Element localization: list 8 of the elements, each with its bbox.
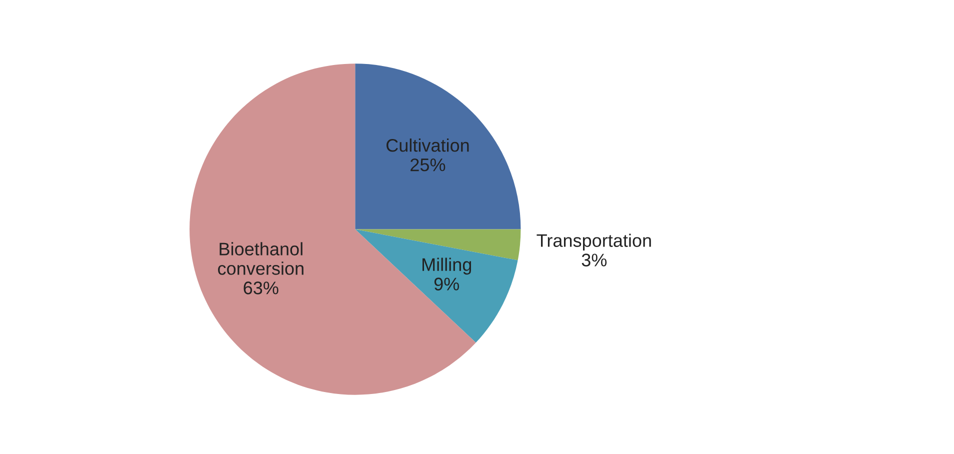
slice-label: Bioethanol conversion [218,242,304,275]
slice-label: Cultivation [386,138,469,152]
data-label: 63% [244,282,278,294]
data-label: 25% [410,158,446,172]
slice-label: Transportation [536,234,651,251]
slice-label: Milling [422,258,472,275]
data-label: 9% [434,278,460,290]
data-label: 3% [582,254,607,266]
